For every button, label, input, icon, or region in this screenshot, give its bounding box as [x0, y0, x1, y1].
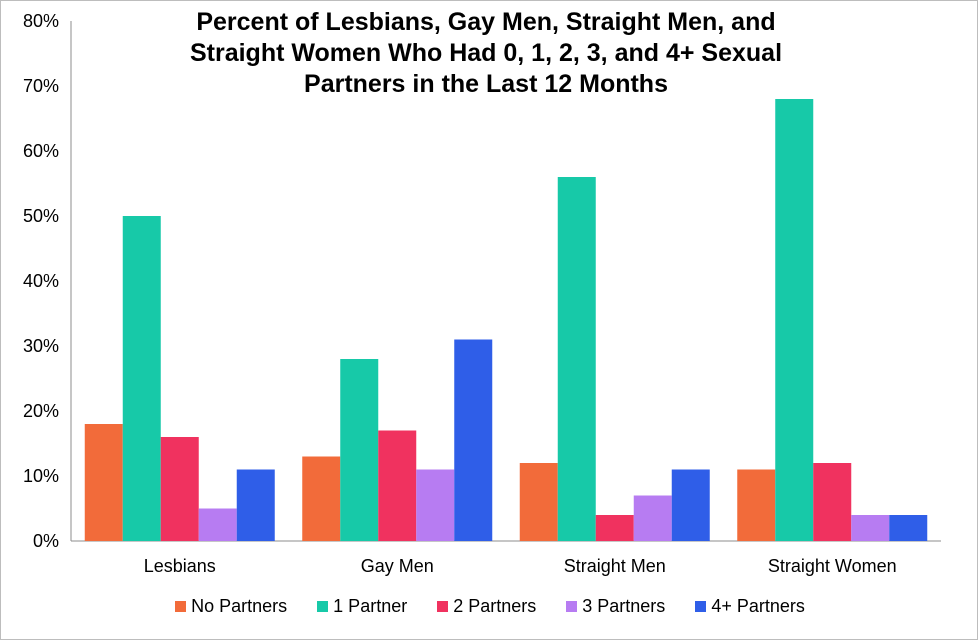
bar: [302, 456, 341, 541]
legend-item-1-partner: 1 Partner: [317, 596, 407, 617]
legend-label: No Partners: [191, 596, 288, 616]
x-tick-label: Gay Men: [361, 556, 434, 576]
bar: [813, 463, 852, 541]
bar: [595, 515, 634, 541]
legend-label: 1 Partner: [333, 596, 408, 616]
y-tick-label: 80%: [23, 11, 59, 31]
legend-swatch: [695, 601, 707, 612]
legend-swatch: [566, 601, 578, 612]
x-tick-label: Lesbians: [144, 556, 216, 576]
legend-item-3-partners: 3 Partners: [566, 596, 665, 617]
bar: [198, 508, 237, 541]
x-tick-label: Straight Women: [768, 556, 897, 576]
y-tick-label: 40%: [23, 271, 59, 291]
y-tick-label: 0%: [33, 531, 59, 551]
y-tick-label: 10%: [23, 466, 59, 486]
y-tick-label: 50%: [23, 206, 59, 226]
legend-item-no-partners: No Partners: [175, 596, 287, 617]
bar: [557, 177, 596, 541]
bar: [519, 463, 558, 541]
legend-label: 3 Partners: [582, 596, 666, 616]
y-tick-label: 70%: [23, 76, 59, 96]
bar: [737, 469, 776, 541]
bar: [671, 469, 710, 541]
bar: [378, 430, 417, 541]
bar: [340, 359, 379, 541]
bar: [416, 469, 455, 541]
y-tick-label: 30%: [23, 336, 59, 356]
chart-title-line: Straight Women Who Had 0, 1, 2, 3, and 4…: [189, 39, 783, 67]
legend-swatch: [437, 601, 449, 612]
bar: [160, 437, 199, 541]
chart-title-line: Percent of Lesbians, Gay Men, Straight M…: [196, 8, 776, 36]
legend-label: 2 Partners: [453, 596, 537, 616]
bar: [454, 339, 493, 541]
bar: [122, 216, 161, 541]
bar: [851, 515, 890, 541]
y-tick-label: 20%: [23, 401, 59, 421]
legend-swatch: [175, 601, 187, 612]
bar: [236, 469, 275, 541]
x-tick-label: Straight Men: [564, 556, 666, 576]
legend-swatch: [317, 601, 329, 612]
bar: [889, 515, 928, 541]
legend-label: 4+ Partners: [711, 596, 805, 616]
y-tick-label: 60%: [23, 141, 59, 161]
legend: No Partners 1 Partner 2 Partners 3 Partn…: [1, 596, 978, 617]
bar: [633, 495, 672, 541]
chart-title: Percent of Lesbians, Gay Men, Straight M…: [121, 7, 851, 100]
chart-title-line: Partners in the Last 12 Months: [304, 70, 668, 98]
bar: [84, 424, 123, 541]
legend-item-4plus-partners: 4+ Partners: [695, 596, 805, 617]
bar: [775, 99, 814, 541]
legend-item-2-partners: 2 Partners: [437, 596, 536, 617]
